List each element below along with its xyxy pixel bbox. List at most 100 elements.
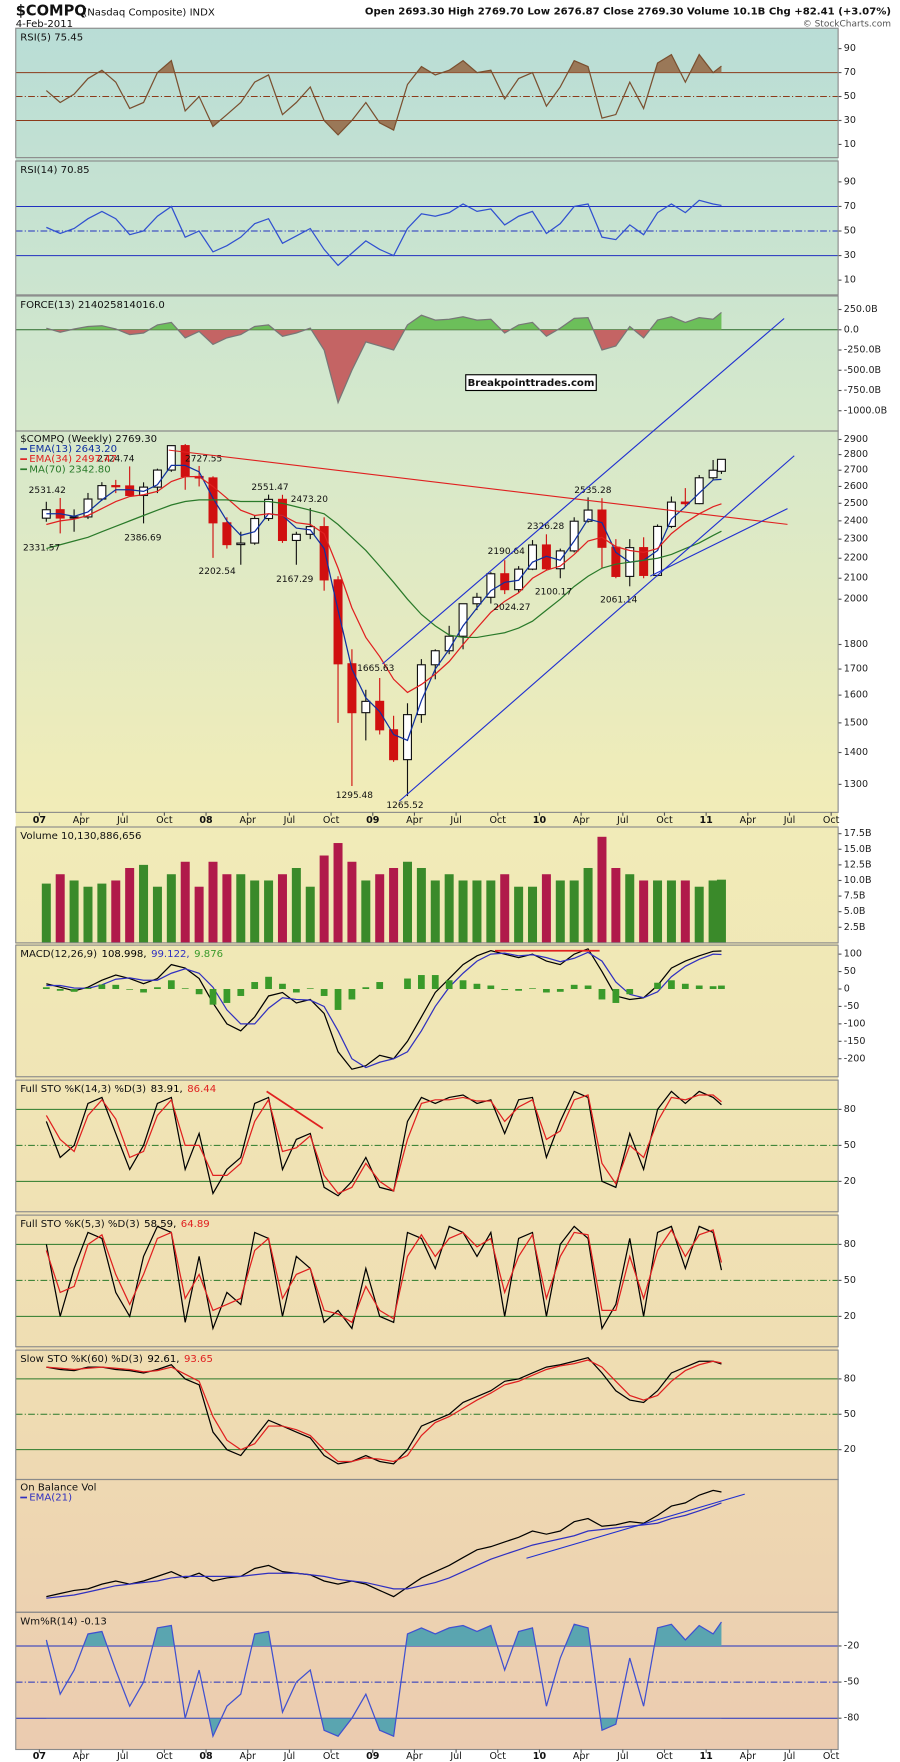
histogram-bar [334, 989, 342, 1010]
y-tick-label: 15.0B [844, 844, 872, 855]
legend-title: RSI(5) 75.45 [20, 32, 83, 43]
y-tick-label: 0 [844, 984, 850, 995]
x-tick-label: Jul [116, 815, 129, 826]
x-tick-label: Apr [239, 1751, 256, 1762]
legend-value: 92.61, [147, 1354, 179, 1365]
panel-frame [15, 826, 839, 944]
panel-frame [15, 1079, 839, 1213]
price-annotation: 2326.28 [527, 522, 564, 532]
histogram-bar [98, 984, 106, 989]
histogram-bar [181, 988, 189, 989]
histogram-bar [237, 989, 245, 996]
trendline [168, 449, 788, 525]
volume-bar [541, 874, 551, 943]
x-tick-label: Oct [656, 815, 673, 826]
y-tick-label: 80 [844, 1373, 856, 1384]
panel-legend: FORCE(13) 214025814016.0 [20, 300, 165, 311]
legend-title: FORCE(13) 214025814016.0 [20, 300, 165, 311]
volume-bar [389, 867, 399, 943]
y-tick-label: 1300 [844, 779, 868, 790]
candle-body [97, 485, 107, 500]
histogram-bar [626, 989, 634, 995]
histogram-bar [431, 975, 439, 989]
x-tick-label: Jul [616, 815, 629, 826]
candle-body [361, 700, 371, 714]
y-tick-label: 10 [844, 275, 856, 286]
y-tick-label: -250.0B [844, 345, 881, 356]
volume-bar [139, 864, 149, 943]
candle-body [236, 542, 246, 546]
y-tick-label: 10 [844, 139, 856, 150]
histogram-bar [695, 985, 703, 989]
histogram-bar [501, 989, 509, 991]
price-annotation: 2100.17 [535, 587, 572, 597]
volume-bar [236, 874, 246, 943]
candle-body [375, 700, 385, 731]
price-annotation: 2331.57 [23, 544, 60, 554]
volume-bar [333, 843, 343, 943]
histogram-bar [70, 989, 78, 992]
y-tick-label: -150 [844, 1036, 866, 1047]
x-tick-label: Apr [239, 815, 256, 826]
histogram-bar [279, 983, 286, 989]
trendline [399, 455, 795, 802]
watermark: Breakpointtrades.com [468, 378, 595, 389]
volume-bar [472, 880, 482, 943]
series-line [46, 311, 722, 405]
candle-body [416, 664, 426, 716]
volume-bar [486, 880, 496, 943]
candle-body [166, 445, 176, 471]
x-tick-label: Oct [156, 815, 173, 826]
volume-bar [319, 855, 329, 943]
volume-bar [458, 880, 468, 943]
volume-bar [305, 886, 315, 943]
x-tick-label: Oct [323, 1751, 340, 1762]
price-annotation: 1265.52 [386, 801, 423, 811]
volume-bar [402, 861, 412, 943]
price-annotation: 2531.42 [29, 486, 66, 496]
candle-body [347, 663, 357, 714]
candle-body [528, 544, 538, 570]
x-tick-label: 11 [700, 815, 713, 826]
legend-value: 99.122, [151, 949, 190, 960]
x-tick-label: Jul [449, 815, 462, 826]
x-tick-label: Jul [116, 1751, 129, 1762]
y-tick-label: 10.0B [844, 875, 872, 886]
histogram-bar [362, 987, 370, 989]
histogram-bar [251, 982, 259, 989]
histogram-bar [154, 987, 161, 989]
histogram-bar [556, 989, 564, 992]
histogram-bar [718, 985, 725, 989]
candle-body [666, 501, 676, 528]
y-tick-label: -200 [844, 1053, 866, 1064]
volume-bar [653, 880, 663, 943]
y-tick-label: -750.0B [844, 385, 881, 396]
histogram-bar [306, 988, 314, 989]
histogram-bar [320, 989, 328, 996]
volume-bar [639, 880, 649, 943]
y-tick-label: 2800 [844, 449, 868, 460]
annotations-layer: Breakpointtrades.com [168, 318, 795, 1559]
y-tick-label: 0.0 [844, 324, 859, 335]
legend-value: 108.998, [102, 949, 147, 960]
y-tick-label: 90 [844, 43, 856, 54]
volume-bar [597, 836, 607, 943]
histogram-bar [140, 989, 147, 993]
y-tick-label: 2300 [844, 534, 868, 545]
price-annotation: 2551.47 [251, 483, 288, 493]
y-tick-label: 70 [844, 201, 856, 212]
x-tick-label: 09 [366, 815, 380, 826]
panel-frame [15, 160, 839, 296]
y-tick-label: 2.5B [844, 922, 866, 933]
y-tick-label: 1800 [844, 639, 868, 650]
series-line [46, 1489, 722, 1598]
panel-frame [15, 1611, 839, 1751]
y-tick-label: 2900 [844, 434, 868, 445]
y-tick-label: 20 [844, 1176, 856, 1187]
x-tick-label: Apr [73, 1751, 90, 1762]
legend-title: $COMPQ (Weekly) 2769.30 [20, 434, 157, 445]
x-tick-label: Jul [283, 1751, 296, 1762]
volume-bar [222, 874, 232, 943]
